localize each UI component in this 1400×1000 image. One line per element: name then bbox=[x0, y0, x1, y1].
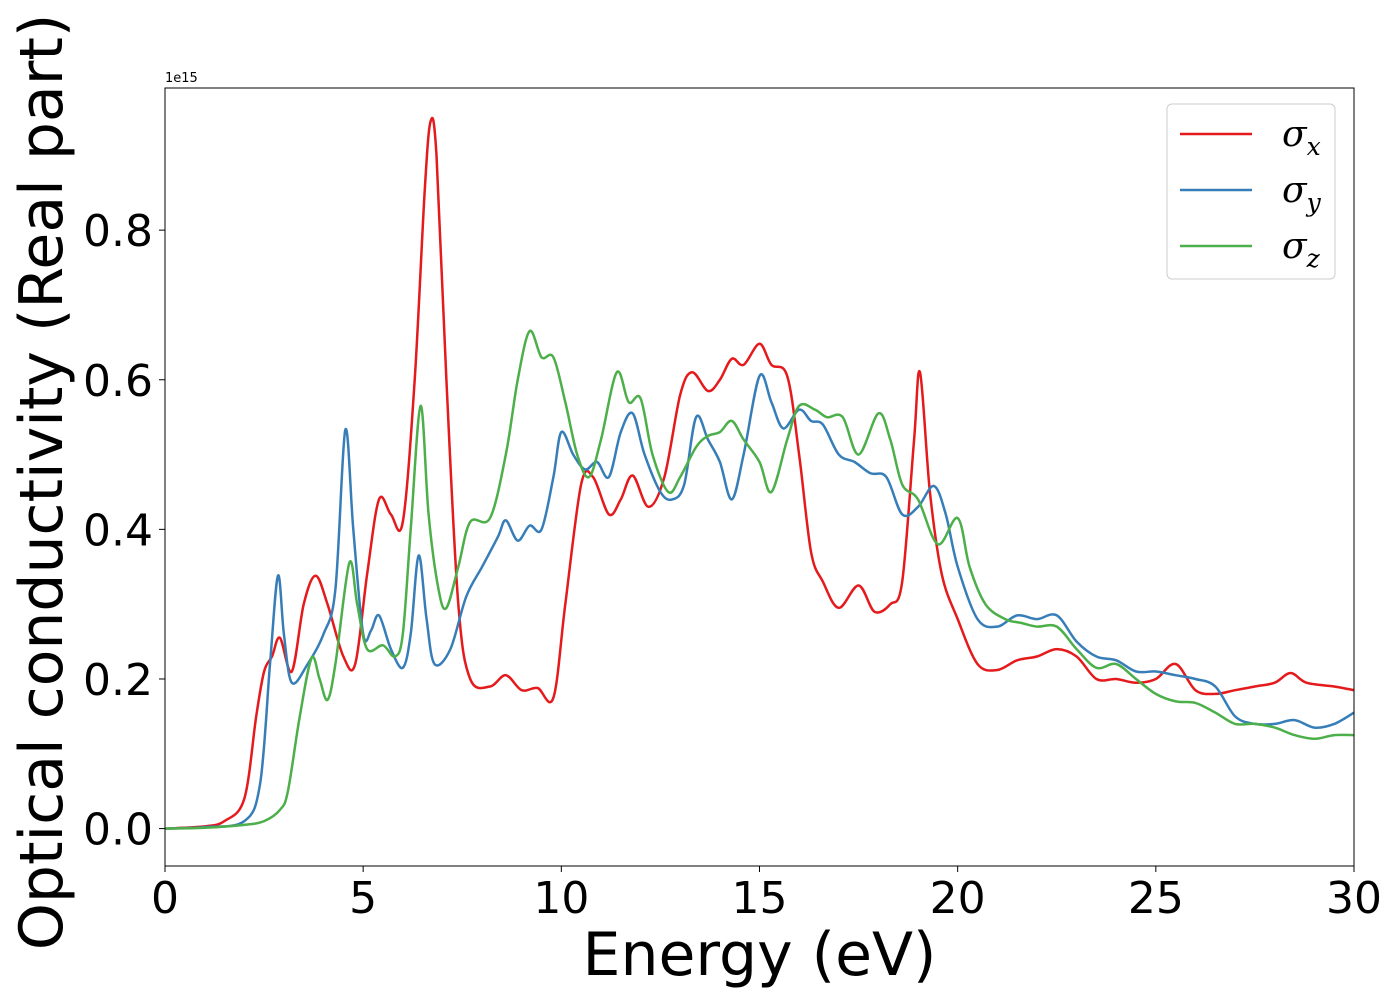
y-tick-label: 0.2 bbox=[83, 655, 153, 706]
legend-label-y: σy bbox=[1282, 170, 1322, 217]
x-tick-label: 5 bbox=[349, 873, 377, 924]
series-line-x bbox=[164, 116, 1355, 830]
x-tick-label: 25 bbox=[1128, 873, 1184, 924]
legend-label-z: σz bbox=[1282, 226, 1321, 273]
y-tick-label: 0.8 bbox=[83, 206, 153, 257]
x-tick-label: 10 bbox=[533, 873, 589, 924]
y-tick-label: 0.6 bbox=[83, 356, 153, 407]
series-line-z bbox=[164, 329, 1355, 830]
legend: σx σy σz bbox=[1166, 103, 1336, 280]
x-axis-title: Energy (eV) bbox=[583, 920, 937, 990]
x-tick-label: 15 bbox=[732, 873, 788, 924]
series-layer bbox=[164, 116, 1355, 830]
y-tick-label: 0.0 bbox=[83, 805, 153, 856]
y-axis-title: Optical conductivity (Real part) bbox=[7, 14, 77, 951]
x-tick-label: 0 bbox=[151, 873, 179, 924]
y-tick-label: 0.4 bbox=[83, 505, 153, 556]
x-tick-label: 30 bbox=[1326, 873, 1382, 924]
series-line-y bbox=[164, 373, 1355, 830]
legend-label-x: σx bbox=[1282, 114, 1321, 161]
x-axis-ticks: 0 5 10 15 20 25 30 bbox=[151, 866, 1382, 924]
legend-box bbox=[1166, 103, 1336, 280]
y-axis-ticks: 0.0 0.2 0.4 0.6 0.8 bbox=[83, 206, 165, 856]
x-tick-label: 20 bbox=[930, 873, 986, 924]
y-axis-offset-label: 1e15 bbox=[165, 71, 198, 86]
